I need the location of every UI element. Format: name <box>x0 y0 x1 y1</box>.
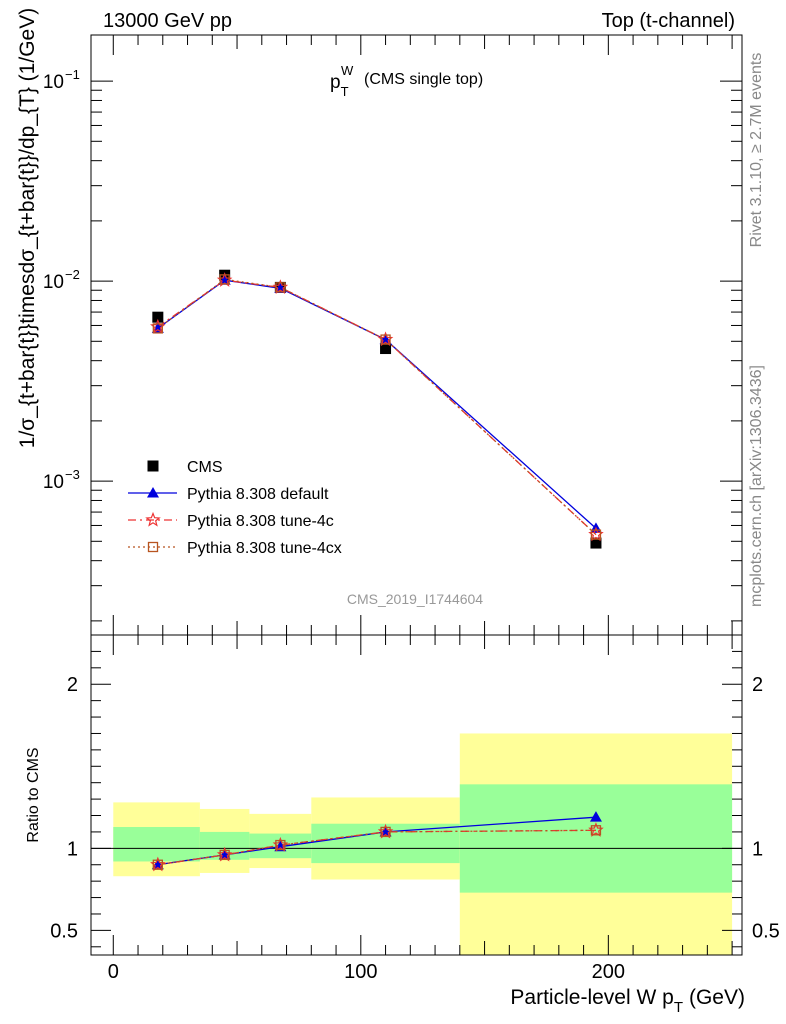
ratio-point-pythia-8-308-tune-4cx <box>152 859 163 870</box>
main-y-tick-label-exponent: −1 <box>65 67 80 82</box>
ratio-band-inner <box>113 827 200 862</box>
x-tick-label: 200 <box>592 961 625 983</box>
x-axis-label-unit: (GeV) <box>689 986 745 1009</box>
mcplots-label: mcplots.cern.ch [arXiv:1306.3436] <box>748 365 765 607</box>
main-point-cms <box>152 311 164 323</box>
ratio-y-tick-label-right: 1 <box>752 838 763 860</box>
legend-marker-pythia-8-308-tune-4c <box>145 511 161 527</box>
x-tick-label: 0 <box>108 961 119 983</box>
ratio-y-tick-label-right: 0.5 <box>752 920 780 942</box>
main-axis-ticks <box>91 35 742 635</box>
ratio-uncertainty-bands <box>113 733 733 955</box>
main-point-cms <box>380 343 392 355</box>
ratio-axis-ticks <box>91 635 742 955</box>
header-energy-label: 13000 GeV pp <box>103 10 232 32</box>
ratio-point-pythia-8-308-tune-4cx <box>380 826 391 838</box>
x-axis-label-main: Particle-level W p <box>510 986 673 1009</box>
main-y-tick-label: 10 <box>43 72 64 93</box>
legend: CMS Pythia 8.308 default Pythia 8.308 tune… <box>128 459 342 557</box>
main-y-tick-label: 10 <box>43 272 64 293</box>
legend-marker-pythia-8-308-tune-4cx <box>147 541 159 553</box>
ratio-plot-marks <box>150 811 604 872</box>
ratio-y-tick-label-left: 1 <box>67 838 78 860</box>
ratio-panel: 0.5 0.5 1 1 2 2 0 100 200 Ratio to CMS Particle-… <box>25 634 780 1016</box>
ratio-series-line-pythia-8-308-tune-4cx <box>157 829 597 866</box>
legend-marker-cms <box>147 460 159 472</box>
main-point-cms <box>590 537 602 549</box>
main-title: pT <box>330 72 349 99</box>
ratio-point-pythia-8-308-default <box>589 811 602 822</box>
ratio-y-tick-label-left: 0.5 <box>50 920 78 942</box>
legend-label-cms: CMS <box>187 459 223 476</box>
main-title-p: p <box>330 72 341 93</box>
legend-label-pythia-8-308-tune-4cx: Pythia 8.308 tune-4cx <box>187 540 342 557</box>
main-y-tick-label-exponent: −3 <box>65 467 80 482</box>
main-title-sub: T <box>341 84 349 99</box>
ratio-point-pythia-8-308-tune-4cx <box>219 849 230 861</box>
ratio-y-tick-label-right: 2 <box>752 674 763 696</box>
legend-label-pythia-8-308-default: Pythia 8.308 default <box>187 486 329 503</box>
main-y-tick-labels: 10−110−210−3 <box>43 67 80 493</box>
rivet-version-label: Rivet 3.1.10, ≥ 2.7M events <box>748 53 765 248</box>
ratio-y-tick-label-left: 2 <box>67 674 78 696</box>
x-axis-label-sub: T <box>674 999 683 1016</box>
main-plot-marks <box>150 269 604 549</box>
x-tick-label: 100 <box>344 961 377 983</box>
main-point-pythia-8-308-tune-4cx <box>590 529 602 540</box>
legend-label-pythia-8-308-tune-4c: Pythia 8.308 tune-4c <box>187 513 334 530</box>
header-process-label: Top (t-channel) <box>602 10 735 32</box>
main-series-line-pythia-8-308-tune-4cx <box>157 278 597 536</box>
ratio-point-pythia-8-308-tune-4cx <box>590 825 602 836</box>
main-point-pythia-8-308-tune-4cx <box>380 334 391 345</box>
ratio-y-axis-label: Ratio to CMS <box>25 747 42 842</box>
main-y-tick-label-exponent: −2 <box>65 267 80 282</box>
ratio-point-pythia-8-308-tune-4cx <box>275 839 286 851</box>
main-title-note: (CMS single top) <box>364 71 483 88</box>
main-y-tick-label: 10 <box>43 472 64 493</box>
main-point-pythia-8-308-tune-4cx <box>152 323 163 334</box>
ratio-frame <box>90 634 743 956</box>
ratio-tick-labels: 0.5 0.5 1 1 2 2 0 100 200 <box>50 674 780 983</box>
main-point-pythia-8-308-tune-4cx <box>275 282 286 293</box>
main-title-sup: W <box>341 63 354 78</box>
main-point-pythia-8-308-tune-4cx <box>219 274 230 285</box>
legend-marker-pythia-8-308-default <box>147 487 159 498</box>
x-axis-label: Particle-level W pT (GeV) <box>510 986 745 1016</box>
analysis-watermark: CMS_2019_I1744604 <box>347 591 483 607</box>
ratio-band-inner <box>459 784 733 893</box>
main-y-axis-label: 1/σ_{t+bar{t}}timesdσ_{t+bar{t}}/dp_{T} … <box>16 8 39 448</box>
main-panel: 10−110−210−3 pT W (CMS single top) 1/σ_{… <box>16 8 743 636</box>
